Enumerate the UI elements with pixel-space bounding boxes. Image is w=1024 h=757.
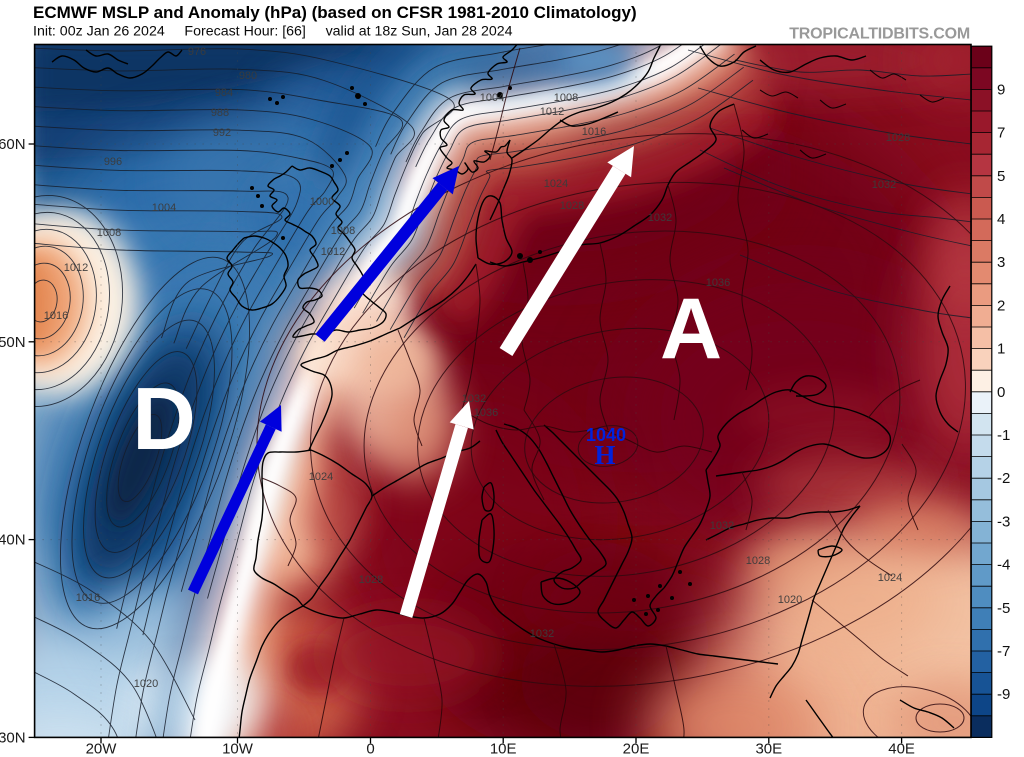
svg-text:1024: 1024 xyxy=(544,178,568,190)
svg-text:20E: 20E xyxy=(623,741,650,757)
svg-text:40N: 40N xyxy=(0,532,26,549)
svg-text:60N: 60N xyxy=(0,136,26,153)
svg-text:1032: 1032 xyxy=(648,212,672,224)
svg-text:1024: 1024 xyxy=(878,572,902,584)
svg-text:-7: -7 xyxy=(997,643,1010,660)
svg-text:980: 980 xyxy=(239,70,257,82)
svg-text:1032: 1032 xyxy=(710,520,734,532)
svg-text:1008: 1008 xyxy=(554,92,578,104)
svg-text:1004: 1004 xyxy=(152,202,176,214)
svg-text:1028: 1028 xyxy=(886,132,910,144)
svg-text:1028: 1028 xyxy=(746,555,770,567)
svg-text:1020: 1020 xyxy=(134,678,158,690)
svg-text:20W: 20W xyxy=(86,741,118,757)
svg-text:7: 7 xyxy=(997,125,1005,142)
svg-text:2: 2 xyxy=(997,297,1005,314)
svg-text:1: 1 xyxy=(997,341,1005,358)
svg-text:TROPICALTIDBITS.COM: TROPICALTIDBITS.COM xyxy=(789,26,970,43)
svg-text:988: 988 xyxy=(211,107,229,119)
svg-text:5: 5 xyxy=(997,168,1005,185)
svg-text:1024: 1024 xyxy=(309,471,333,483)
svg-text:992: 992 xyxy=(213,127,231,139)
svg-text:1040: 1040 xyxy=(586,425,626,445)
svg-text:10E: 10E xyxy=(490,741,517,757)
svg-text:0: 0 xyxy=(997,384,1005,401)
svg-text:3: 3 xyxy=(997,254,1005,271)
svg-text:-2: -2 xyxy=(997,470,1010,487)
svg-text:30N: 30N xyxy=(0,729,26,746)
svg-text:Init: 00z Jan 26 2024 Fore: Init: 00z Jan 26 2024 Forecast Hour: [66… xyxy=(33,24,513,40)
svg-text:0: 0 xyxy=(366,741,374,757)
svg-text:1032: 1032 xyxy=(530,628,554,640)
svg-text:1008: 1008 xyxy=(97,227,121,239)
svg-text:996: 996 xyxy=(104,156,122,168)
svg-text:984: 984 xyxy=(215,87,233,99)
svg-text:1008: 1008 xyxy=(331,225,355,237)
svg-text:4: 4 xyxy=(997,211,1005,228)
svg-text:1028: 1028 xyxy=(359,574,383,586)
svg-text:1020: 1020 xyxy=(778,594,802,606)
svg-text:1016: 1016 xyxy=(76,592,100,604)
svg-text:-3: -3 xyxy=(997,513,1010,530)
svg-text:1036: 1036 xyxy=(474,407,498,419)
svg-text:ECMWF MSLP and Anomaly (hPa) (: ECMWF MSLP and Anomaly (hPa) (based on C… xyxy=(33,3,637,22)
svg-text:D: D xyxy=(132,369,196,468)
svg-text:1032: 1032 xyxy=(462,393,486,405)
svg-text:1016: 1016 xyxy=(582,126,606,138)
svg-text:1012: 1012 xyxy=(64,262,88,274)
svg-text:1032: 1032 xyxy=(872,179,896,191)
svg-text:1036: 1036 xyxy=(706,277,730,289)
svg-text:A: A xyxy=(660,281,722,377)
svg-text:50N: 50N xyxy=(0,334,26,351)
svg-text:1028: 1028 xyxy=(560,200,584,212)
svg-text:-5: -5 xyxy=(997,600,1010,617)
svg-text:30E: 30E xyxy=(755,741,782,757)
svg-text:40E: 40E xyxy=(888,741,915,757)
svg-text:9: 9 xyxy=(997,81,1005,98)
svg-text:-1: -1 xyxy=(997,427,1010,444)
svg-text:1004: 1004 xyxy=(480,92,504,104)
svg-text:1000: 1000 xyxy=(310,196,334,208)
svg-text:H: H xyxy=(594,440,615,470)
svg-text:10W: 10W xyxy=(222,741,254,757)
svg-text:-9: -9 xyxy=(997,686,1010,703)
svg-text:976: 976 xyxy=(188,46,206,58)
svg-text:1016: 1016 xyxy=(44,310,68,322)
svg-text:1012: 1012 xyxy=(321,246,345,258)
svg-text:-4: -4 xyxy=(997,557,1010,574)
svg-text:1012: 1012 xyxy=(540,106,564,118)
